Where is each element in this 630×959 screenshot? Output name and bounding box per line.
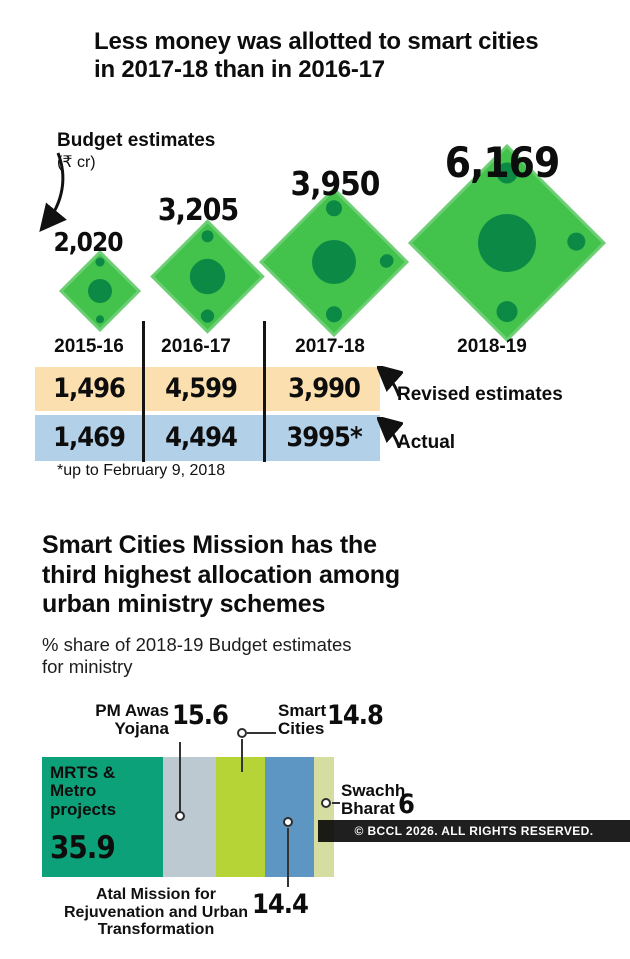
swachh-value: 6 [398, 789, 415, 820]
smart-cities-callout-line [241, 739, 243, 772]
bottom-chart-subtitle-line1: % share of 2018-19 Budget estimates [42, 634, 352, 655]
pm-awas-callout-line [179, 742, 181, 812]
year-label-2017-18: 2017-18 [295, 336, 365, 357]
revised-estimates-label: Revised estimates [397, 384, 563, 405]
note-coin-icon [183, 252, 232, 301]
note-coin-icon [322, 302, 346, 325]
watermark: © BCCL 2026. ALL RIGHTS RESERVED. [318, 820, 630, 842]
bottom-chart-title-line3: urban ministry schemes [42, 590, 326, 618]
top-chart-title-line2: in 2017-18 than in 2016-17 [94, 56, 385, 84]
amrut-value: 14.4 [252, 889, 309, 920]
bottom-chart-title-line1: Smart Cities Mission has the [42, 531, 377, 559]
note-coin-icon [376, 251, 397, 271]
stacked-bar [42, 757, 335, 877]
note-coin-icon [82, 273, 118, 309]
budget-value-2018-19: 6,169 [444, 138, 561, 187]
bar-segment-2 [215, 757, 266, 877]
amrut-callout-line [287, 828, 289, 887]
bottom-chart-title: Smart Cities Mission has the third highe… [42, 531, 502, 620]
smart-cities-callout-dot-icon [237, 728, 247, 738]
amrut-label: Atal Mission for Rejuvenation and Urban … [63, 886, 249, 939]
year-label-2018-19: 2018-19 [457, 336, 527, 357]
budget-value-2015-16: 2,020 [53, 228, 124, 258]
top-chart-title-line1: Less money was allotted to smart cities [94, 28, 539, 55]
note-coin-icon [198, 307, 217, 325]
note-coin-icon [93, 313, 107, 326]
swachh-callout-line [332, 802, 340, 804]
actual-arrow-icon [377, 417, 403, 448]
revised-value-2017-18: 3,990 [288, 373, 361, 404]
curved-arrow-icon [39, 152, 67, 232]
budget-value-2016-17: 3,205 [157, 193, 239, 228]
smart-cities-label: Smart Cities [278, 701, 327, 739]
budget-value-2017-18: 3,950 [290, 164, 381, 203]
note-coin-icon [563, 229, 590, 255]
actual-value-2015-16: 1,469 [53, 422, 126, 453]
smart-cities-callout-line [247, 732, 276, 734]
money-note-2017-18 [259, 187, 409, 337]
swachh-label: Swachh Bharat [341, 781, 406, 819]
money-note-2015-16 [58, 249, 142, 333]
revised-value-2015-16: 1,496 [53, 373, 126, 404]
note-coin-icon [302, 230, 366, 294]
top-chart-title: Less money was allotted to smart cities … [94, 28, 629, 84]
actual-value-2017-18: 3995* [286, 422, 362, 453]
column-divider [142, 321, 145, 462]
pm-awas-value: 15.6 [172, 700, 229, 731]
footnote: *up to February 9, 2018 [57, 462, 226, 479]
smart-cities-value: 14.8 [327, 700, 384, 731]
column-divider [263, 321, 266, 462]
bottom-chart-title-line2: third highest allocation among [42, 560, 400, 589]
actual-row [35, 415, 380, 461]
amrut-callout-dot-icon [283, 817, 293, 827]
mrts-label: MRTS & Metro projects [50, 763, 117, 819]
money-note-2016-17 [150, 219, 265, 334]
revised-estimates-row [35, 367, 380, 411]
swachh-callout-dot-icon [321, 798, 331, 808]
actual-label: Actual [397, 432, 456, 453]
note-coin-icon [198, 227, 217, 245]
pm-awas-callout-dot-icon [175, 811, 185, 821]
revised-value-2016-17: 4,599 [165, 373, 238, 404]
mrts-value: 35.9 [50, 830, 116, 866]
year-label-2016-17: 2016-17 [161, 336, 231, 357]
revised-arrow-icon [377, 366, 403, 397]
bar-segment-4 [313, 757, 335, 877]
note-coin-icon [492, 296, 522, 327]
year-label-2015-16: 2015-16 [54, 336, 124, 357]
bottom-chart-subtitle: % share of 2018-19 Budget estimates for … [42, 634, 442, 678]
bar-segment-0 [42, 757, 163, 877]
legend-label: Budget estimates [57, 130, 216, 151]
bottom-chart-subtitle-line2: for ministry [42, 656, 133, 678]
pm-awas-label: PM Awas Yojana [95, 701, 169, 739]
note-coin-icon [465, 201, 549, 285]
legend-unit: (₹ cr) [57, 154, 96, 171]
actual-value-2016-17: 4,494 [165, 422, 238, 453]
bar-segment-1 [162, 757, 216, 877]
